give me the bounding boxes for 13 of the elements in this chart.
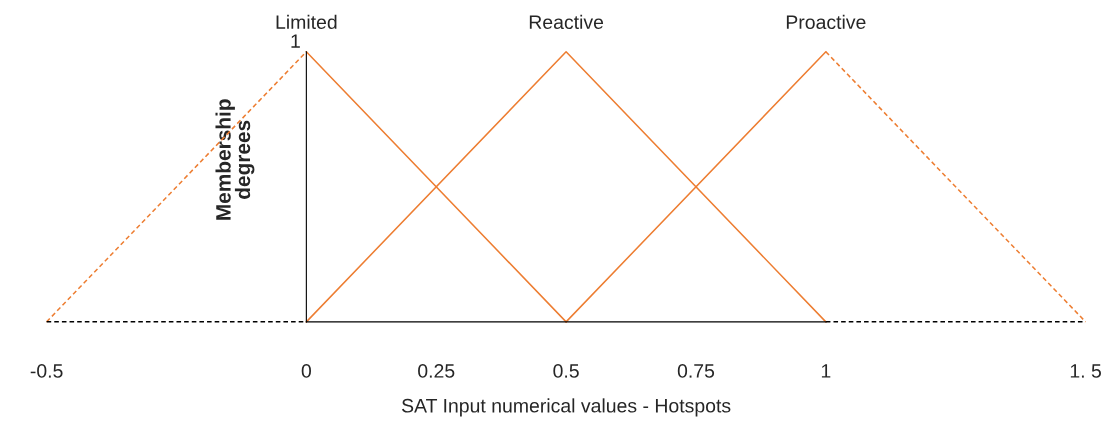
x-tick-label: 0.25 [418,364,455,378]
x-tick-label: -0.5 [30,364,63,378]
x-tick-label: 0 [301,364,312,378]
annotation: 1 [291,34,300,48]
series-label: Proactive [786,14,866,30]
y-axis-title: Membership degrees [215,99,255,220]
x-tick-label: 1. 5 [1070,364,1101,378]
x-tick-label: 1 [821,364,831,378]
series-label: Limited [276,14,337,30]
x-tick-label: 0.5 [553,364,579,378]
series-label: Reactive [529,14,604,30]
x-axis-title: SAT Input numerical values - Hotspots [401,398,731,417]
x-tick-label: 0.75 [677,364,715,378]
